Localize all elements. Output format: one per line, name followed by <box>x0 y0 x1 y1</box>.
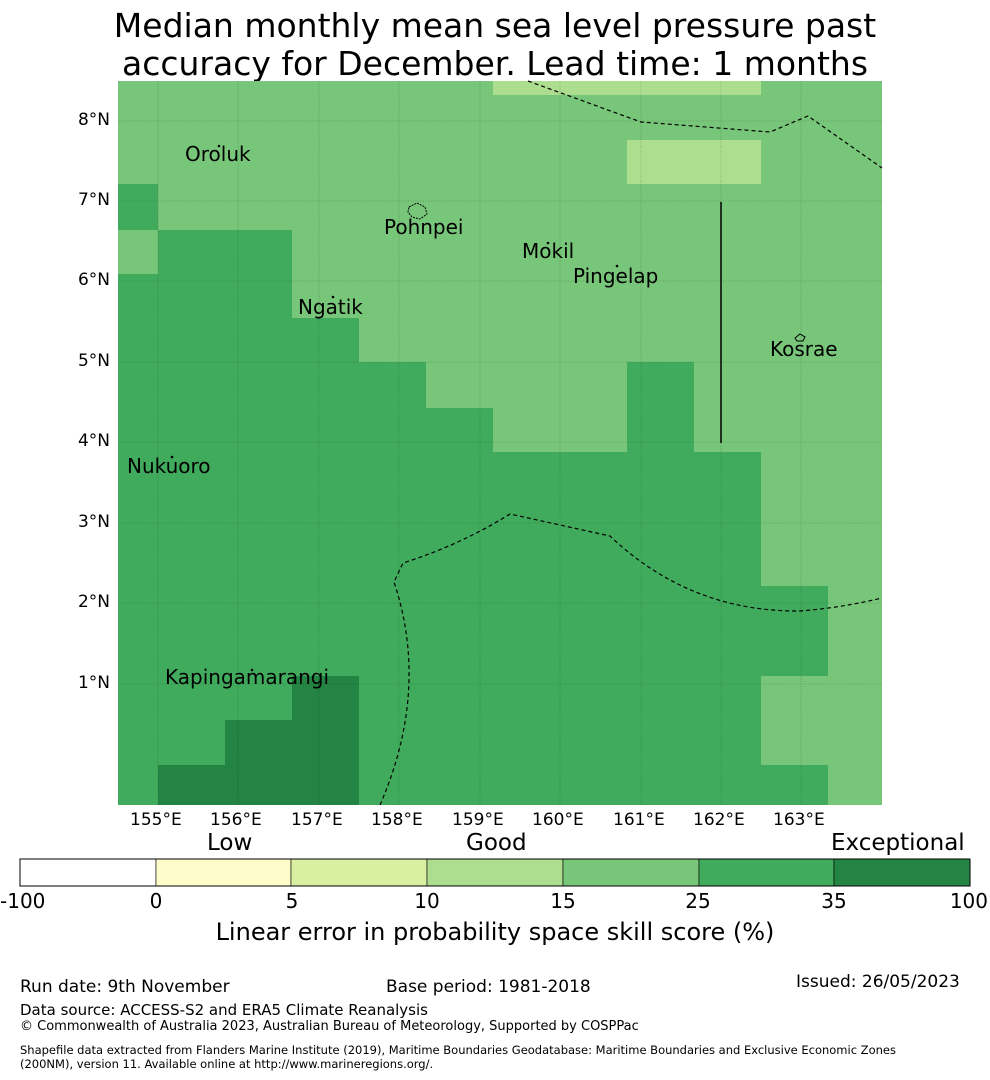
lon-label-155e: 155°E <box>130 810 182 830</box>
colorbar-segment <box>19 858 157 887</box>
lon-label-158e: 158°E <box>371 810 423 830</box>
place-label-pingelap: Pingelap <box>573 264 659 288</box>
place-label-kapingamarangi: Kapingamarangi <box>165 665 330 689</box>
gridlines <box>118 81 882 805</box>
lon-label-156e: 156°E <box>210 810 262 830</box>
colorbar <box>19 858 971 887</box>
kosrae-island <box>794 333 806 342</box>
base-period: Base period: 1981-2018 <box>386 977 591 997</box>
colorbar-tick: 15 <box>550 889 576 913</box>
colorbar-tick: -100 <box>0 889 46 913</box>
place-label-kosrae: Kosrae <box>770 337 838 361</box>
colorbar-tick: 25 <box>685 889 711 913</box>
place-label-ngatik: Ngatik <box>298 295 363 319</box>
place-label-mokil: Mokil <box>522 239 575 263</box>
title-line-1: Median monthly mean sea level pressure p… <box>113 6 877 45</box>
shapefile-credit-line-1: Shapefile data extracted from Flanders M… <box>20 1043 896 1057</box>
lat-label-7n: 7°N <box>77 190 110 210</box>
place-label-oroluk: Oroluk <box>185 142 251 166</box>
map-title: Median monthly mean sea level pressure p… <box>0 7 990 83</box>
lon-label-157e: 157°E <box>291 810 343 830</box>
lon-label-162e: 162°E <box>693 810 745 830</box>
lat-label-2n: 2°N <box>77 592 110 612</box>
colorbar-segment <box>290 858 428 887</box>
shapefile-credit-line-2: (200NM), version 11. Available online at… <box>20 1057 434 1071</box>
colorbar-segment <box>698 858 835 887</box>
colorbar-tick: 10 <box>414 889 440 913</box>
colorbar-label-low: Low <box>207 830 253 856</box>
colorbar-segment <box>562 858 700 887</box>
data-source: Data source: ACCESS-S2 and ERA5 Climate … <box>20 1001 428 1019</box>
place-label-pohnpei: Pohnpei <box>384 215 464 239</box>
eez-boundaries <box>379 80 883 806</box>
colorbar-segment <box>426 858 564 887</box>
colorbar-tick: 5 <box>285 889 299 913</box>
title-line-2: accuracy for December. Lead time: 1 mont… <box>121 44 869 83</box>
colorbar-tick: 35 <box>821 889 847 913</box>
lon-label-160e: 160°E <box>532 810 584 830</box>
colorbar-label-good: Good <box>466 830 527 856</box>
lon-label-159e: 159°E <box>452 810 504 830</box>
lat-label-5n: 5°N <box>77 351 110 371</box>
islands <box>170 144 806 672</box>
colorbar-label-exceptional: Exceptional <box>831 830 965 856</box>
lat-label-6n: 6°N <box>77 270 110 290</box>
run-date: Run date: 9th November <box>20 977 230 997</box>
lon-label-161e: 161°E <box>613 810 665 830</box>
lat-label-1n: 1°N <box>77 673 110 693</box>
colorbar-segment <box>833 858 971 887</box>
colorbar-axis-label: Linear error in probability space skill … <box>215 918 775 946</box>
lon-label-163e: 163°E <box>773 810 825 830</box>
skill-cells <box>118 81 882 805</box>
colorbar-segment <box>155 858 292 887</box>
issued-date: Issued: 26/05/2023 <box>796 972 960 992</box>
lat-label-4n: 4°N <box>77 431 110 451</box>
lat-label-8n: 8°N <box>77 110 110 130</box>
place-label-nukuoro: Nukuoro <box>127 454 211 478</box>
colorbar-tick: 100 <box>949 889 988 913</box>
copyright: © Commonwealth of Australia 2023, Austra… <box>20 1019 639 1034</box>
pohnpei-island <box>407 202 428 220</box>
colorbar-tick: 0 <box>149 889 163 913</box>
colorbar-frame <box>19 858 971 887</box>
lat-label-3n: 3°N <box>77 512 110 532</box>
